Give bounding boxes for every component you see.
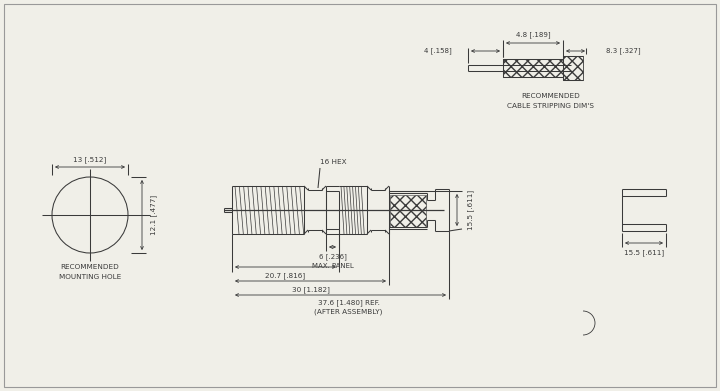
Text: 12.1 [.477]: 12.1 [.477] [150, 195, 158, 235]
Text: 16 HEX: 16 HEX [320, 159, 346, 165]
Text: MOUNTING HOLE: MOUNTING HOLE [59, 274, 121, 280]
Text: 15.5 [.611]: 15.5 [.611] [467, 190, 474, 230]
Text: 8.3 [.327]: 8.3 [.327] [606, 48, 641, 54]
Text: 6 [.236]: 6 [.236] [318, 254, 346, 260]
Text: 4 [.158]: 4 [.158] [424, 48, 452, 54]
Text: 4.8 [.189]: 4.8 [.189] [516, 32, 550, 38]
Text: MAX. PANEL: MAX. PANEL [312, 263, 354, 269]
Text: RECOMMENDED: RECOMMENDED [60, 264, 120, 270]
Text: 20.7 [.816]: 20.7 [.816] [266, 273, 305, 280]
Text: 30 [1.182]: 30 [1.182] [292, 287, 330, 293]
Bar [563, 56, 583, 80]
Text: 37.6 [1.480] REF.: 37.6 [1.480] REF. [318, 300, 379, 307]
Bar [390, 195, 426, 227]
Text: RECOMMENDED: RECOMMENDED [521, 93, 580, 99]
Text: CABLE STRIPPING DIM'S: CABLE STRIPPING DIM'S [507, 103, 594, 109]
Text: (AFTER ASSEMBLY): (AFTER ASSEMBLY) [315, 309, 383, 315]
Text: 15.5 [.611]: 15.5 [.611] [624, 249, 664, 256]
Text: 13 [.512]: 13 [.512] [73, 157, 107, 163]
Bar [503, 59, 563, 77]
